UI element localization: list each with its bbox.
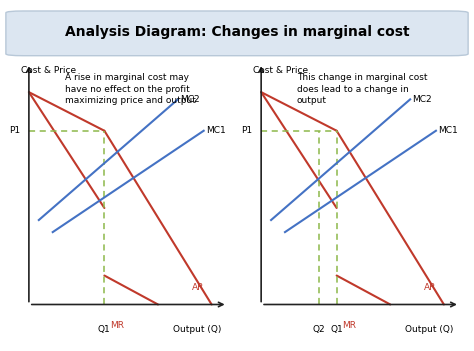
Text: A rise in marginal cost may
have no effect on the profit
maximizing price and ou: A rise in marginal cost may have no effe… <box>64 73 195 105</box>
Text: AR: AR <box>424 283 437 292</box>
Text: Cost & Price: Cost & Price <box>21 66 76 75</box>
Text: MC2: MC2 <box>180 95 200 104</box>
Text: Q2: Q2 <box>312 325 325 334</box>
Text: MR: MR <box>110 322 124 330</box>
Text: MC1: MC1 <box>206 126 226 135</box>
Text: Analysis Diagram: Changes in marginal cost: Analysis Diagram: Changes in marginal co… <box>64 25 410 39</box>
Text: MC1: MC1 <box>438 126 458 135</box>
Text: Q1: Q1 <box>330 325 343 334</box>
Text: Output (Q): Output (Q) <box>173 325 221 334</box>
FancyBboxPatch shape <box>6 11 468 56</box>
Text: P1: P1 <box>241 126 252 135</box>
Text: Output (Q): Output (Q) <box>405 325 454 334</box>
Text: This change in marginal cost
does lead to a change in
output: This change in marginal cost does lead t… <box>297 73 428 105</box>
Text: MC2: MC2 <box>412 95 432 104</box>
Text: MR: MR <box>343 322 356 330</box>
Text: Q1: Q1 <box>98 325 111 334</box>
Text: Cost & Price: Cost & Price <box>253 66 308 75</box>
Text: AR: AR <box>192 283 204 292</box>
Text: P1: P1 <box>9 126 20 135</box>
